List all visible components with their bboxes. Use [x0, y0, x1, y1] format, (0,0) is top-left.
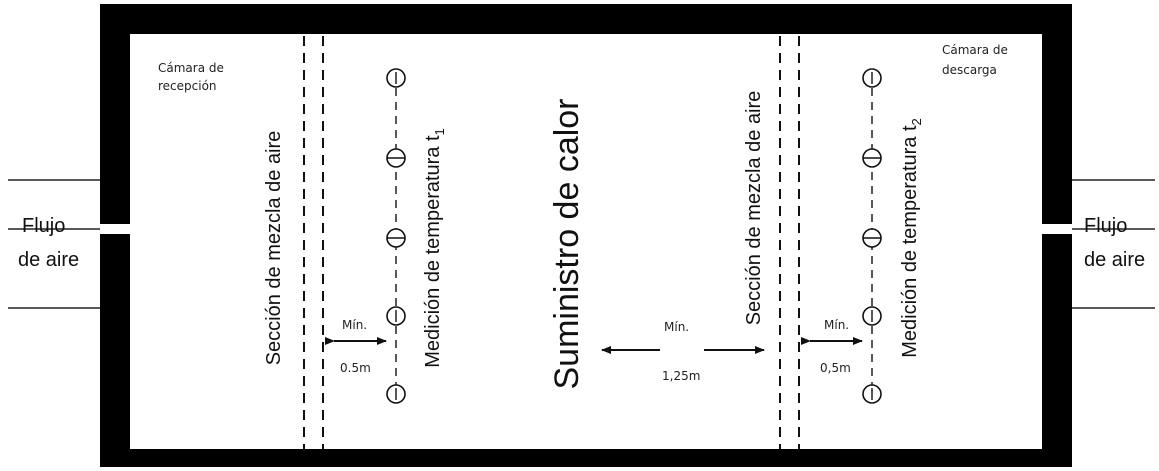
discharge-chamber-label-1: Cámara de [942, 43, 1008, 57]
temperature-sensor-icon [862, 68, 882, 88]
temperature-sensor-icon [386, 228, 406, 248]
left-inlet-gap [98, 224, 132, 234]
left-flow-label-1: Flujo [22, 215, 65, 237]
temperature-sensor-icon [386, 68, 406, 88]
temperature-sensor-icon [862, 384, 882, 404]
center-dimension-value: 1,25m [662, 369, 700, 383]
temperature-sensor-icon [862, 306, 882, 326]
receiving-chamber-label-2: recepción [158, 79, 217, 93]
right-outlet-gap [1040, 224, 1074, 234]
temperature-sensor-icon [862, 148, 882, 168]
left-sensor-column [386, 68, 406, 404]
right-min-distance-dimension: Mín. 0,5m [801, 318, 863, 375]
center-dimension-label: Mín. [664, 320, 689, 334]
temperature-sensor-icon [386, 148, 406, 168]
left-flow-label-2: de aire [18, 249, 79, 271]
chamber-wall [100, 4, 1072, 467]
temperature-sensor-icon [862, 228, 882, 248]
temperature-sensor-icon [386, 384, 406, 404]
discharge-chamber-label-2: descarga [942, 63, 997, 77]
right-sensor-column [862, 68, 882, 404]
left-dimension-value: 0.5m [340, 361, 371, 375]
left-dimension-label: Mín. [342, 318, 367, 332]
receiving-chamber-label-1: Cámara de [158, 61, 224, 75]
center-min-distance-dimension: Mín. 1,25m [601, 320, 765, 383]
right-temperature-measurement-label: Medición de temperatura t2 [899, 118, 924, 358]
right-mixing-section-label: Sección de mezcla de aire [743, 91, 765, 326]
right-dimension-label: Mín. [824, 318, 849, 332]
temperature-sensor-icon [386, 306, 406, 326]
left-mixing-section-label: Sección de mezcla de aire [263, 131, 285, 366]
heat-supply-label: Suministro de calor [548, 98, 586, 389]
left-temperature-measurement-label: Medición de temperatura t1 [422, 128, 447, 368]
right-flow-label-1: Flujo [1084, 215, 1127, 237]
right-dimension-value: 0,5m [820, 361, 851, 375]
right-flow-label-2: de aire [1084, 249, 1145, 271]
left-min-distance-dimension: Mín. 0.5m [325, 318, 387, 375]
